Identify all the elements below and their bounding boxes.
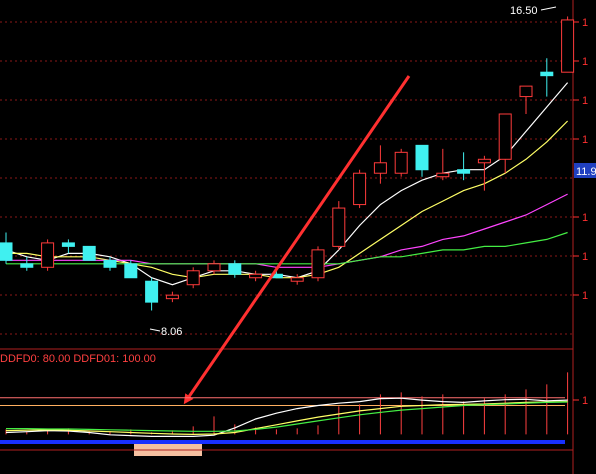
right-axis-tick-label: 1 [582,95,588,107]
candle-down [0,242,13,261]
candlesticks [0,16,575,311]
candle-up [373,162,387,174]
right-axis-tick-label: 1 [582,212,588,224]
indicator-label: DDFD0: 80.00 DDFD01: 100.00 [0,353,156,365]
candle-up [249,273,263,279]
candle-up [561,19,575,73]
indicator-line [5,397,568,437]
moving-average-line [5,82,569,286]
candle-down [228,263,242,275]
trend-arrow [183,75,411,405]
moving-average-line [6,193,568,268]
candle-down [540,71,554,77]
candle-up [186,270,200,286]
current-price-tag [574,163,596,178]
low-price-label: 8.06 [161,326,182,338]
candle-up [165,294,179,300]
indicator-line [6,401,568,432]
low-price-pointer [149,328,161,332]
candle-down [82,245,96,261]
right-axis-ticks: 1 1 1 1 1 1 1 1 [573,17,588,407]
candle-up [207,263,221,272]
candle-down [415,144,429,171]
candle-down [20,263,34,268]
candle-up [436,172,450,178]
high-price-label: 16.50 [510,5,538,17]
candle-up [394,151,408,174]
candle-up [498,113,512,160]
right-axis-tick-label: 1 [582,290,588,302]
candle-down [145,280,159,303]
candle-up [41,242,55,268]
candle-up [519,85,533,98]
candle-up [353,172,367,206]
moving-average-lines [5,82,569,286]
moving-average-line [6,120,569,279]
right-axis-tick-label: 1 [582,56,588,68]
candle-up [290,277,304,282]
candle-down [124,263,138,279]
indicator-line [5,401,568,436]
candle-up [311,249,325,279]
candle-up [477,158,491,164]
high-price-pointer [540,6,557,11]
moving-average-line [6,231,568,265]
right-axis-tick-label: 1 [582,251,588,263]
candle-up [332,207,346,247]
right-axis-tick-label: 1 [582,17,588,29]
indicator-axis-tick-label: 1 [582,395,588,407]
indicator-lines [5,397,568,437]
right-axis-tick-label: 1 [582,134,588,146]
current-price-label: 11.9 [576,166,596,178]
price-gridlines [0,21,573,335]
candle-down [61,242,75,247]
candle-down [103,259,117,268]
candle-down [457,169,471,174]
